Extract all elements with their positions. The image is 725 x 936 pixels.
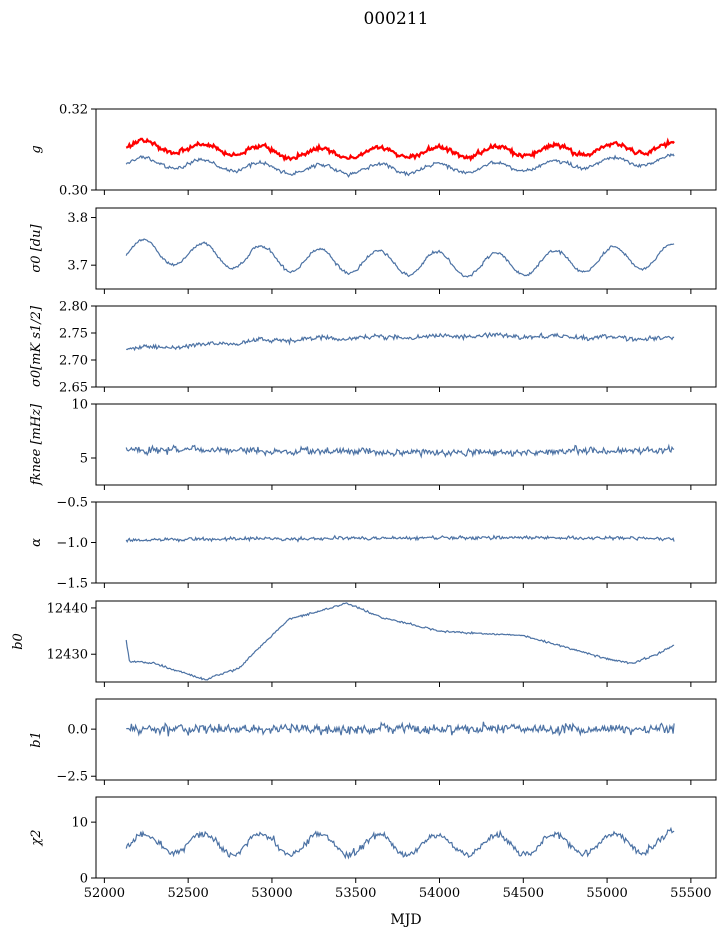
panel-frame — [95, 796, 717, 879]
y-tick-label: −2.5 — [56, 770, 88, 785]
panel-frame — [95, 501, 717, 584]
figure-title: 000211 — [364, 9, 429, 29]
y-tick-label: 10 — [71, 398, 88, 413]
y-tick-label: 0 — [80, 872, 88, 887]
series-line-b1-blue — [126, 721, 675, 737]
panel-sigma0-mk: 2.65 2.70 2.75 2.80 σ0[mK s1/2] — [29, 300, 717, 396]
series-line-sigma0-du-blue — [125, 238, 675, 278]
y-tick-label: 0.32 — [59, 103, 88, 118]
y-tick-label: 3.7 — [67, 259, 88, 274]
x-tick-label: 55000 — [586, 886, 627, 901]
panel-frame — [95, 305, 717, 388]
y-tick-label: −0.5 — [56, 496, 88, 511]
x-tick-label: 53500 — [335, 886, 376, 901]
y-axis-label: α — [29, 538, 44, 547]
y-tick-label: 10 — [71, 816, 88, 831]
series-line-g-red — [125, 137, 675, 163]
series-line-sigma0-mk-blue — [126, 331, 675, 352]
y-axis-label: σ0[mK s1/2] — [29, 305, 44, 387]
y-tick-label: 2.80 — [59, 300, 88, 315]
panel-frame — [95, 108, 717, 191]
panel-frame — [95, 600, 717, 683]
y-tick-label: 0.30 — [59, 184, 88, 199]
y-axis-label: χ2 — [29, 829, 44, 846]
panels: 0.30 0.32 g 3.7 3.8 σ0 [du] 2.65 2.70 2.75 2.80 σ0… — [11, 103, 717, 901]
panel-frame — [95, 403, 717, 486]
y-axis-label: b1 — [29, 731, 44, 748]
y-tick-label: 2.70 — [59, 354, 88, 369]
x-tick-label: 54500 — [503, 886, 544, 901]
y-tick-label: 12430 — [47, 648, 88, 663]
panel-g: 0.30 0.32 g — [29, 103, 717, 199]
y-axis-label: σ0 [du] — [29, 224, 44, 273]
x-tick-label: 52000 — [84, 886, 125, 901]
y-axis-label: fknee [mHz] — [29, 403, 44, 486]
y-axis-label: b0 — [11, 633, 26, 650]
y-tick-label: 12440 — [47, 601, 88, 616]
series-line-chi2-blue — [125, 826, 675, 860]
panel-frame — [95, 698, 717, 781]
x-tick-label: 55500 — [670, 886, 711, 901]
y-tick-label: 5 — [80, 452, 88, 467]
x-axis-label: MJD — [390, 912, 421, 928]
y-tick-label: −1.5 — [56, 577, 88, 592]
panel-sigma0-du: 3.7 3.8 σ0 [du] — [29, 207, 717, 294]
panel-fknee: 5 10 fknee [mHz] — [29, 398, 717, 490]
series-line-alpha-blue — [125, 534, 675, 543]
panel-frame — [95, 207, 717, 290]
panel-b1: −2.5 0.0 b1 — [29, 698, 717, 785]
series-line-fknee-blue — [125, 443, 675, 459]
x-tick-label: 52500 — [167, 886, 208, 901]
x-tick-label: 53000 — [251, 886, 292, 901]
y-tick-label: 2.75 — [59, 327, 88, 342]
y-tick-label: 2.65 — [59, 381, 88, 396]
y-tick-label: 0.0 — [67, 723, 88, 738]
y-tick-label: −1.0 — [56, 536, 88, 551]
series-line-b0-blue — [125, 602, 675, 681]
x-tick-label: 54000 — [419, 886, 460, 901]
panel-b0: 12430 12440 b0 — [11, 600, 717, 687]
y-axis-label: g — [29, 145, 44, 153]
y-tick-label: 3.8 — [67, 211, 88, 226]
panel-alpha: −1.5 −1.0 −0.5 α — [29, 496, 717, 592]
panel-chi2: 0 10 52000 52500 53000 53500 54000 54500 55000 55… — [29, 796, 717, 901]
series-line-g-blue — [125, 153, 675, 178]
